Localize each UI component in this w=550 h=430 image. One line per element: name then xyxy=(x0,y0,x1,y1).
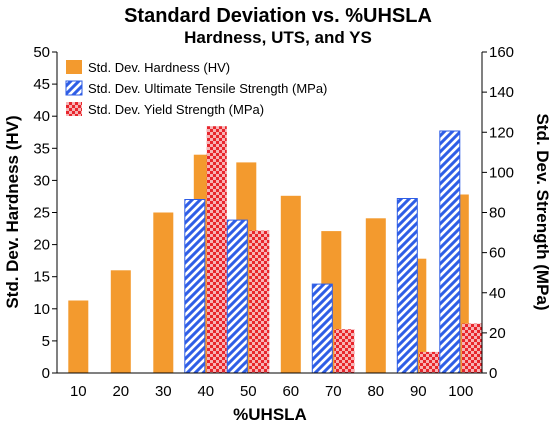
bar-ys-100 xyxy=(461,323,482,373)
left-tick-label-0: 0 xyxy=(42,365,50,382)
x-tick-label-100: 100 xyxy=(448,383,473,400)
bar-uts-90 xyxy=(396,198,418,374)
bar-ys-40 xyxy=(206,126,227,373)
left-tick-label-50: 50 xyxy=(33,44,50,61)
right-tick-label-20: 20 xyxy=(489,325,506,342)
bar-hardness-80 xyxy=(365,218,386,373)
left-tick-label-45: 45 xyxy=(33,76,50,93)
x-tick-label-40: 40 xyxy=(197,383,214,400)
x-tick-label-30: 30 xyxy=(155,383,172,400)
chart-title: Standard Deviation vs. %UHSLA xyxy=(124,5,432,27)
bar-ys-50 xyxy=(249,230,270,373)
legend-label-uts: Std. Dev. Ultimate Tensile Strength (MPa… xyxy=(88,81,327,96)
bar-hardness-10 xyxy=(68,300,89,373)
legend-label-ys: Std. Dev. Yield Strength (MPa) xyxy=(88,102,264,117)
bar-hardness-30 xyxy=(153,212,174,373)
legend: Std. Dev. Hardness (HV) Std. Dev. Ultima… xyxy=(65,60,327,117)
x-tick-label-80: 80 xyxy=(367,383,384,400)
bar-uts-100 xyxy=(439,130,461,374)
right-tick-label-160: 160 xyxy=(489,44,514,61)
x-axis-title: %UHSLA xyxy=(233,405,307,424)
right-tick-label-140: 140 xyxy=(489,84,514,101)
legend-swatch-ys xyxy=(66,102,82,116)
legend-label-hardness: Std. Dev. Hardness (HV) xyxy=(88,60,230,75)
left-tick-label-25: 25 xyxy=(33,205,50,222)
right-tick-label-120: 120 xyxy=(489,124,514,141)
bar-ys-90 xyxy=(419,351,440,373)
right-tick-label-40: 40 xyxy=(489,285,506,302)
x-tick-label-60: 60 xyxy=(282,383,299,400)
left-axis-title: Std. Dev. Hardness (HV) xyxy=(3,115,22,308)
left-tick-label-15: 15 xyxy=(33,269,50,286)
bars-layer xyxy=(68,126,482,374)
x-tick-label-10: 10 xyxy=(70,383,87,400)
right-tick-label-80: 80 xyxy=(489,205,506,222)
left-tick-label-40: 40 xyxy=(33,108,50,125)
bar-ys-70 xyxy=(334,329,355,373)
left-tick-label-5: 5 xyxy=(42,333,50,350)
right-tick-label-0: 0 xyxy=(489,365,497,382)
right-tick-label-100: 100 xyxy=(489,164,514,181)
bar-uts-50 xyxy=(226,219,248,374)
chart-subtitle: Hardness, UTS, and YS xyxy=(184,28,372,47)
legend-swatch-uts xyxy=(65,80,83,96)
x-tick-label-90: 90 xyxy=(410,383,427,400)
right-tick-label-60: 60 xyxy=(489,245,506,262)
legend-swatch-hardness xyxy=(66,60,82,74)
bar-hardness-20 xyxy=(110,270,131,373)
bar-uts-40 xyxy=(184,199,206,374)
left-tick-label-35: 35 xyxy=(33,140,50,157)
left-tick-label-20: 20 xyxy=(33,237,50,254)
x-tick-label-50: 50 xyxy=(240,383,257,400)
ticks-layer: 10 20 30 40 50 60 70 80 90 100 0 5 10 15 20 25 30 35 40 45 5… xyxy=(33,44,514,400)
bar-hardness-60 xyxy=(280,195,301,373)
x-tick-label-20: 20 xyxy=(112,383,129,400)
x-tick-label-70: 70 xyxy=(325,383,342,400)
right-axis-title: Std. Dev. Strength (MPa) xyxy=(533,113,550,310)
left-tick-label-30: 30 xyxy=(33,172,50,189)
left-tick-label-10: 10 xyxy=(33,301,50,318)
bar-uts-70 xyxy=(311,283,333,374)
